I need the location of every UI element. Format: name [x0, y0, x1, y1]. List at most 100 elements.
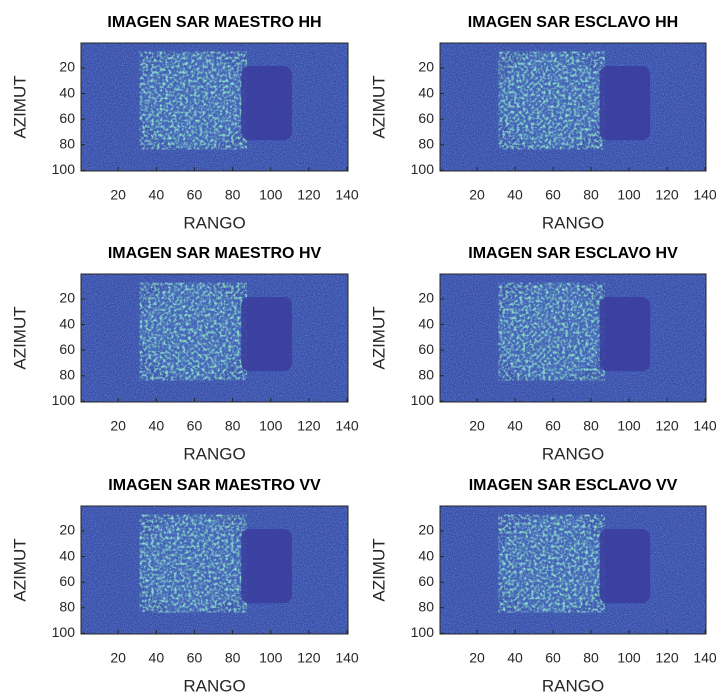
axes-box: [439, 505, 707, 635]
chart-title: IMAGEN SAR MAESTRO HH: [107, 14, 321, 31]
chart-title: IMAGEN SAR MAESTRO VV: [108, 477, 321, 494]
x-tick-label: 60: [545, 187, 561, 203]
x-tick-label: 80: [583, 650, 599, 666]
y-tick-label: 100: [411, 624, 435, 640]
x-tick-label: 140: [335, 418, 359, 434]
x-tick-label: 120: [297, 418, 321, 434]
image-axes: 20 40 60 80 100 120 140 20 40 60 80 100 IMAGEN SAR E…: [369, 245, 716, 463]
x-tick-label: 100: [259, 650, 283, 666]
x-tick-label: 100: [617, 418, 641, 434]
image-bright: [498, 282, 605, 381]
x-tick-label: 80: [225, 418, 241, 434]
x-tick-label: 140: [693, 418, 717, 434]
y-tick-label: 20: [59, 59, 75, 75]
x-tick-label: 100: [617, 650, 641, 666]
y-axis-label: AZIMUT: [10, 75, 29, 138]
y-tick-label: 60: [59, 573, 75, 589]
image-shadow: [599, 66, 651, 141]
x-tick-label: 20: [469, 418, 485, 434]
x-tick-label: 20: [469, 650, 485, 666]
y-tick-label: 40: [59, 547, 75, 563]
y-tick-label: 60: [59, 341, 75, 357]
image-bright: [139, 514, 247, 613]
y-tick-label: 40: [418, 315, 434, 331]
x-tick-label: 120: [655, 187, 679, 203]
y-axis-label: AZIMUT: [369, 75, 388, 138]
image-bright: [498, 514, 605, 613]
y-tick-label: 80: [59, 135, 75, 151]
x-tick-label: 20: [110, 650, 126, 666]
x-tick-label: 100: [617, 187, 641, 203]
x-tick-label: 100: [259, 187, 283, 203]
x-axis-label: RANGO: [183, 213, 245, 232]
y-tick-label: 80: [59, 598, 75, 614]
chart-title: IMAGEN SAR ESCLAVO HV: [468, 245, 678, 262]
x-tick-label: 60: [545, 418, 561, 434]
image: [440, 43, 706, 171]
y-tick-label: 60: [59, 110, 75, 126]
y-axis-label: AZIMUT: [10, 538, 29, 601]
y-tick-label: 100: [52, 624, 76, 640]
x-tick-label: 40: [149, 187, 165, 203]
x-tick-label: 40: [507, 418, 523, 434]
y-tick-label: 100: [52, 161, 76, 177]
x-axis-label: RANGO: [183, 444, 245, 463]
y-tick-label: 40: [418, 84, 434, 100]
chart-title: IMAGEN SAR MAESTRO HV: [108, 245, 322, 262]
y-tick-label: 60: [418, 341, 434, 357]
image: [81, 43, 348, 171]
y-tick-label: 40: [418, 547, 434, 563]
y-tick-label: 20: [59, 522, 75, 538]
x-tick-label: 40: [507, 187, 523, 203]
y-axis-label: AZIMUT: [369, 306, 388, 369]
y-tick-label: 20: [418, 59, 434, 75]
y-tick-label: 80: [418, 135, 434, 151]
x-tick-label: 120: [655, 418, 679, 434]
y-tick-label: 80: [59, 366, 75, 382]
image-shadow: [241, 297, 292, 372]
image-axes: 20 40 60 80 100 120 140 20 40 60 80 100 IMAGEN SAR M…: [10, 14, 358, 232]
y-tick-label: 100: [411, 161, 435, 177]
axes-box: [80, 42, 349, 172]
x-tick-label: 80: [583, 187, 599, 203]
image-axes: 20 40 60 80 100 120 140 20 40 60 80 100 IMAGEN SAR M…: [10, 245, 358, 463]
y-tick-label: 60: [418, 110, 434, 126]
x-tick-label: 40: [149, 650, 165, 666]
y-tick-label: 60: [418, 573, 434, 589]
x-tick-label: 140: [335, 187, 359, 203]
chart-title: IMAGEN SAR ESCLAVO HH: [468, 14, 678, 31]
axes-box: [80, 273, 349, 403]
x-tick-label: 60: [187, 650, 203, 666]
y-axis-label: AZIMUT: [10, 306, 29, 369]
y-tick-label: 100: [411, 392, 435, 408]
axes-box: [80, 505, 349, 635]
y-tick-label: 40: [59, 315, 75, 331]
image: [440, 274, 706, 402]
x-tick-label: 100: [259, 418, 283, 434]
image-shadow: [599, 529, 651, 604]
x-tick-label: 60: [545, 650, 561, 666]
x-tick-label: 120: [655, 650, 679, 666]
y-tick-label: 20: [418, 290, 434, 306]
image-bright: [498, 51, 605, 150]
x-tick-label: 80: [225, 187, 241, 203]
image-bright: [139, 51, 247, 150]
image-axes: 20 40 60 80 100 120 140 20 40 60 80 100 IMAGEN SAR E…: [369, 14, 716, 232]
x-tick-label: 40: [149, 418, 165, 434]
y-tick-label: 20: [59, 290, 75, 306]
x-axis-label: RANGO: [542, 444, 604, 463]
x-tick-label: 80: [583, 418, 599, 434]
image-shadow: [599, 297, 651, 372]
y-tick-label: 20: [418, 522, 434, 538]
x-tick-label: 140: [693, 650, 717, 666]
y-tick-label: 80: [418, 598, 434, 614]
x-tick-label: 140: [693, 187, 717, 203]
x-tick-label: 60: [187, 187, 203, 203]
x-tick-label: 80: [225, 650, 241, 666]
x-tick-label: 40: [507, 650, 523, 666]
y-tick-label: 100: [52, 392, 76, 408]
x-tick-label: 140: [335, 650, 359, 666]
image: [81, 506, 348, 634]
chart-title: IMAGEN SAR ESCLAVO VV: [469, 477, 678, 494]
x-axis-label: RANGO: [542, 213, 604, 232]
